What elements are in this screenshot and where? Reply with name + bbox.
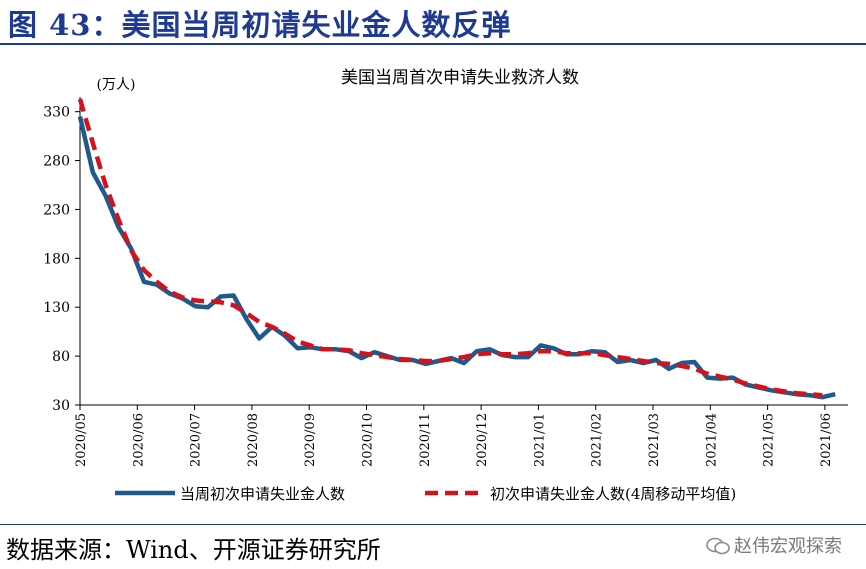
y-axis-unit: (万人) (97, 77, 136, 93)
axes: 30 80 130 180 230 280 330 2020/05 2020/06 2020/07… (43, 97, 848, 467)
figure-title: 图 43：美国当周初请失业金人数反弹 (8, 8, 512, 42)
series-line-ma4 (77, 98, 823, 398)
series-line-weekly (77, 116, 836, 400)
y-tick-label: 80 (52, 349, 70, 365)
x-tick-label: 2020/05 (74, 413, 89, 467)
series-layer (77, 98, 836, 400)
chart-title: 美国当周首次申请失业救济人数 (341, 68, 579, 88)
y-tick-label: 280 (43, 154, 70, 170)
x-tick-label: 2020/08 (246, 413, 261, 467)
y-tick-label: 30 (52, 398, 70, 414)
line-chart: 美国当周首次申请失业救济人数 (万人) 30 80 130 180 230 280 330 2… (43, 68, 848, 503)
legend-label-weekly: 当周初次申请失业金人数 (180, 485, 345, 503)
x-tick-label: 2020/06 (131, 413, 146, 467)
x-tick-label: 2020/07 (189, 413, 204, 467)
x-tick-label: 2020/11 (418, 413, 433, 467)
x-tick-label: 2021/05 (762, 413, 777, 467)
title-rule (0, 43, 866, 45)
legend-label-ma4: 初次申请失业金人数(4周移动平均值) (490, 485, 736, 503)
y-tick-label: 330 (43, 105, 70, 121)
x-tick-label: 2020/10 (361, 413, 376, 467)
x-tick-label: 2021/02 (590, 413, 605, 467)
source-note: 数据来源：Wind、开源证券研究所 (6, 536, 381, 564)
x-tick-label: 2021/06 (819, 413, 834, 467)
x-tick-label: 2021/04 (704, 413, 719, 467)
source-rule (0, 524, 866, 525)
legend: 当周初次申请失业金人数 初次申请失业金人数(4周移动平均值) (115, 485, 736, 503)
watermark-text: 赵伟宏观探索 (734, 536, 842, 557)
y-tick-label: 130 (43, 300, 70, 316)
x-tick-label: 2021/01 (532, 413, 547, 467)
x-tick-label: 2020/12 (475, 413, 490, 467)
x-tick-label: 2021/03 (647, 413, 662, 467)
y-tick-label: 180 (43, 251, 70, 267)
wechat-icon (706, 537, 730, 555)
watermark: 赵伟宏观探索 (706, 532, 842, 558)
x-tick-label: 2020/09 (303, 413, 318, 467)
y-tick-label: 230 (43, 202, 70, 218)
